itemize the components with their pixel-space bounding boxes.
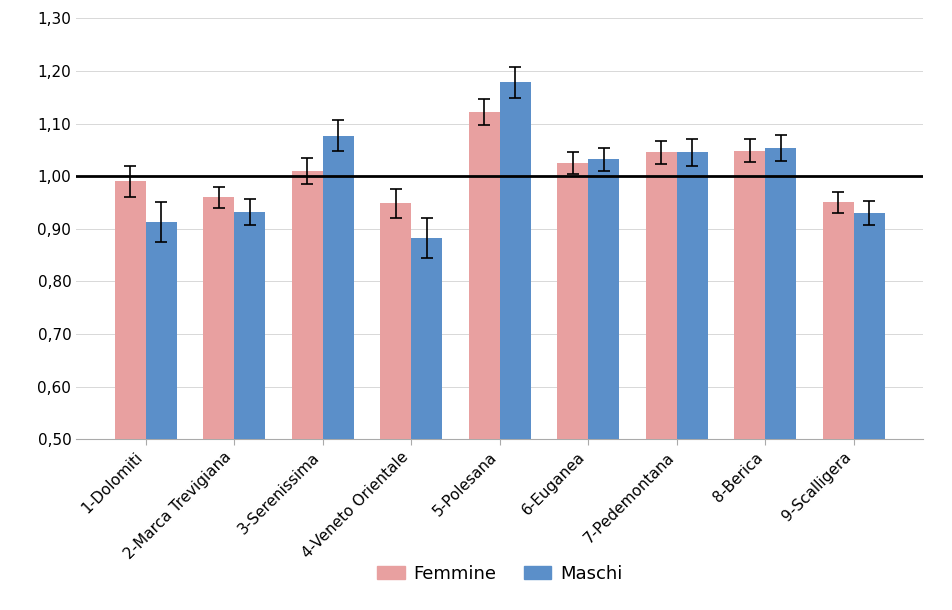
- Legend: Femmine, Maschi: Femmine, Maschi: [370, 558, 629, 590]
- Bar: [234, 212, 266, 439]
- Bar: [146, 222, 177, 439]
- Bar: [557, 163, 588, 439]
- Bar: [588, 159, 620, 439]
- Bar: [734, 151, 765, 439]
- Bar: [468, 112, 500, 439]
- Bar: [765, 148, 797, 439]
- Bar: [823, 203, 854, 439]
- Bar: [854, 213, 885, 439]
- Bar: [645, 152, 677, 439]
- Bar: [323, 135, 354, 439]
- Bar: [500, 82, 531, 439]
- Bar: [411, 239, 443, 439]
- Bar: [114, 181, 146, 439]
- Bar: [291, 171, 323, 439]
- Bar: [203, 197, 234, 439]
- Bar: [677, 152, 708, 439]
- Bar: [380, 204, 411, 439]
